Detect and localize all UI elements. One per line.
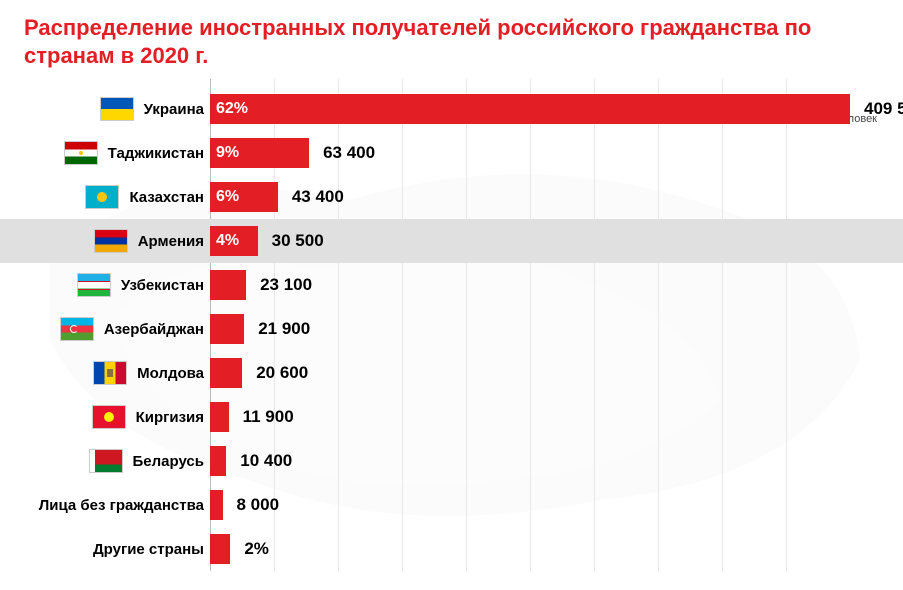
bar: 62% [210,94,850,124]
flag-icon [60,317,94,341]
row-label-block: Таджикистан [0,141,210,165]
flag-icon [64,141,98,165]
country-label: Украина [144,101,204,118]
bar-count: 11 900 [243,407,294,427]
bar-area: 23 100 [210,263,903,307]
flag-icon [85,185,119,209]
bar-area: 21 900 [210,307,903,351]
bar-area: 9% 63 400 [210,131,903,175]
bar-count: 23 100 [260,275,312,295]
bar-row: Молдова 20 600 [0,351,903,395]
country-label: Азербайджан [104,321,204,338]
row-label-block: Азербайджан [0,317,210,341]
bar [210,358,242,388]
bar: 4% [210,226,258,256]
bar-count: 30 500 [272,231,324,251]
bar-area: 8 000 [210,483,903,527]
row-label-block: Узбекистан [0,273,210,297]
row-label-block: Киргизия [0,405,210,429]
bar [210,490,223,520]
flag-icon [100,97,134,121]
bar: 6% [210,182,278,212]
bar-row: Другие страны 2% [0,527,903,571]
bar [210,534,230,564]
bar-row: Таджикистан 9% 63 400 [0,131,903,175]
bar-count: 43 400 [292,187,344,207]
bar-pct: 62% [216,100,248,118]
bar-area: 20 600 [210,351,903,395]
bar [210,270,246,300]
bar-count: 21 900 [258,319,310,339]
country-label: Лица без гражданства [39,497,204,514]
bar-pct-outside: 2% [244,539,269,559]
bar-chart: Украиначеловек62%409 500Таджикистан9%63 … [0,79,903,571]
bar-pct: 9% [216,144,239,162]
bar: 9% [210,138,309,168]
flag-icon [94,229,128,253]
row-label-block: Беларусь [0,449,210,473]
flag-icon [77,273,111,297]
row-label-block: Лица без гражданства [0,493,210,517]
country-label: Другие страны [93,541,204,558]
bar-count: 63 400 [323,143,375,163]
flag-icon [93,361,127,385]
bar-row: Беларусь 10 400 [0,439,903,483]
bar-pct: 4% [216,232,239,250]
bar-row: Украиначеловек62%409 500 [0,87,903,131]
bar-row: Армения 4% 30 500 [0,219,903,263]
bar-area: 10 400 [210,439,903,483]
bar-row: Казахстан 6% 43 400 [0,175,903,219]
bar-area: 11 900 [210,395,903,439]
bar-pct: 6% [216,188,239,206]
bar-row: Лица без гражданства 8 000 [0,483,903,527]
bar-area: 2% [210,527,903,571]
row-label-block: Молдова [0,361,210,385]
bar [210,402,229,432]
chart-title: Распределение иностранных получателей ро… [0,0,903,79]
country-label: Казахстан [129,189,204,206]
bar-row: Азербайджан 21 900 [0,307,903,351]
bar [210,314,244,344]
country-label: Армения [138,233,204,250]
flag-icon [92,405,126,429]
country-label: Беларусь [133,453,205,470]
bar-row: Киргизия 11 900 [0,395,903,439]
country-label: Таджикистан [108,145,204,162]
bar-area: 62% 409 500 [210,87,903,131]
bar-count: 409 500 [864,99,903,119]
bar-area: 6% 43 400 [210,175,903,219]
country-label: Молдова [137,365,204,382]
row-label-block: Казахстан [0,185,210,209]
bar [210,446,226,476]
country-label: Узбекистан [121,277,204,294]
row-label-block: Другие страны [0,537,210,561]
bar-count: 10 400 [240,451,292,471]
flag-icon [89,449,123,473]
bar-count: 20 600 [256,363,308,383]
bar-row: Узбекистан 23 100 [0,263,903,307]
country-label: Киргизия [136,409,204,426]
row-label-block: Украина [0,97,210,121]
row-label-block: Армения [0,229,210,253]
bar-area: 4% 30 500 [210,219,903,263]
bar-count: 8 000 [237,495,280,515]
